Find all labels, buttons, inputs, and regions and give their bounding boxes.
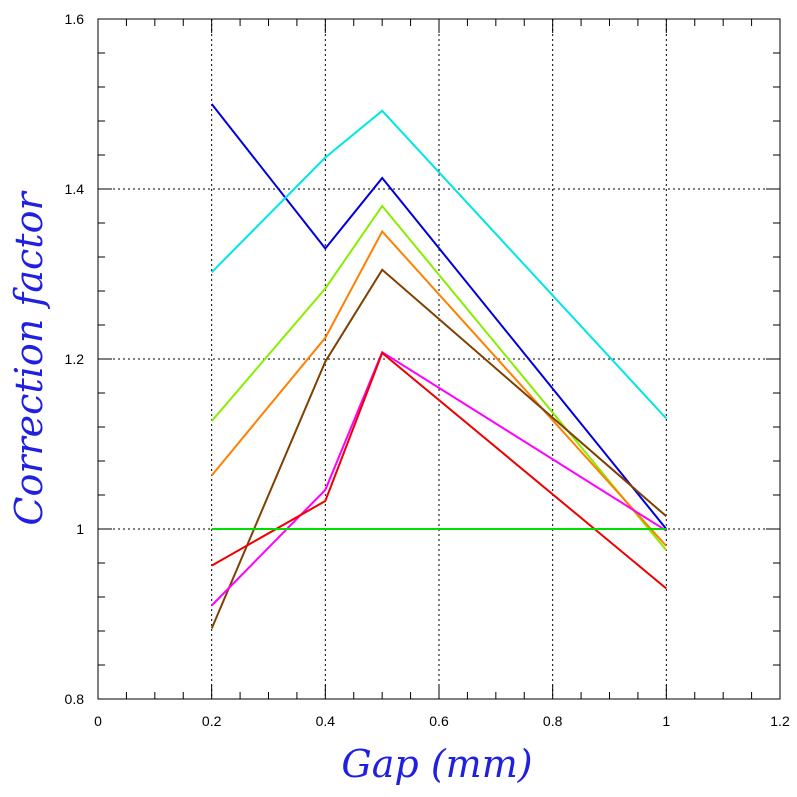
y-tick-label: 1.2 [65, 351, 85, 367]
x-tick-label: 0.4 [316, 713, 336, 729]
x-tick-label: 0.6 [429, 713, 449, 729]
x-tick-labels: 0 0.2 0.4 0.6 0.8 1 1.2 [94, 713, 790, 729]
x-tick-label: 0 [94, 713, 102, 729]
series-line-2 [210, 109, 668, 420]
y-tick-labels: 0.8 1 1.2 1.4 1.6 [65, 11, 85, 707]
series-lines [210, 103, 668, 629]
series-line-1 [210, 103, 668, 530]
x-tick-label: 1.2 [770, 713, 790, 729]
y-axis-title: Correction factor [7, 190, 51, 526]
x-tick-label: 0.2 [202, 713, 222, 729]
y-tick-label: 0.8 [65, 691, 85, 707]
y-tick-label: 1.6 [65, 11, 85, 27]
series-line-5 [210, 268, 667, 629]
x-tick-label: 0.8 [543, 713, 563, 729]
y-tick-label: 1 [76, 521, 84, 537]
series-line-6 [210, 350, 667, 607]
y-tick-label: 1.4 [65, 181, 85, 197]
grid-lines [98, 19, 780, 699]
series-line-4 [210, 229, 668, 547]
x-axis-title: Gap (mm) [341, 742, 532, 786]
x-tick-label: 1 [662, 713, 670, 729]
series-line-7 [211, 351, 667, 590]
series-line-3 [210, 204, 668, 551]
plot-frame [97, 18, 781, 700]
